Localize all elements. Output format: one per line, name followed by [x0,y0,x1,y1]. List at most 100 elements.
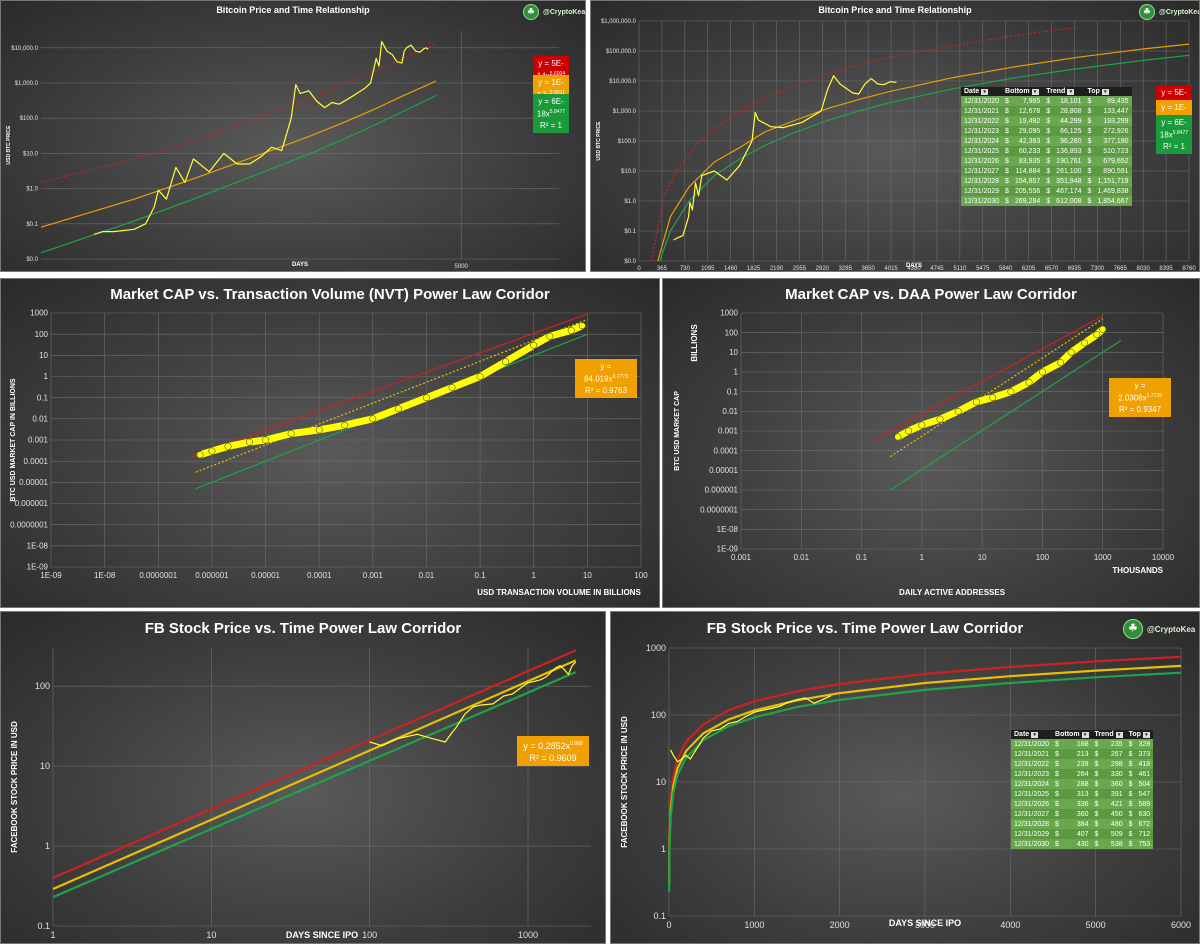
value-cell: 7,965 [1011,96,1044,106]
value-cell: 328 [1135,739,1154,749]
filter-dropdown-icon[interactable]: ▾ [1067,89,1075,95]
btc-projection-table: Date ▾ Bottom ▾ Trend ▾ Top ▾ 12/31/2020 $7,965 $1… [961,87,1132,206]
data-point [546,332,554,340]
currency-cell: $ [1091,839,1104,849]
filter-dropdown-icon[interactable]: ▾ [1031,89,1039,95]
currency-cell: $ [1002,116,1012,126]
currency-cell: $ [1125,739,1136,749]
table-header-cell[interactable]: Trend ▾ [1091,730,1126,739]
date-cell: 12/31/2024 [1011,779,1053,789]
data-point [530,341,538,349]
y-tick-label: 1E-08 [27,542,49,551]
table-header-cell[interactable]: Bottom ▾ [1052,730,1092,739]
value-cell: 133,447 [1094,106,1132,116]
cryptokea-logo-icon: ☘ [1123,619,1143,639]
table-row: 12/31/2025 $313 $391 $547 [1011,789,1154,799]
x-axis-label: DAYS [906,263,922,269]
currency-cell: $ [1043,116,1054,126]
currency-cell: $ [1002,186,1012,196]
daa-chart: 1E-09 1E-08 0.0000001 0.000001 0.00001 0.0001… [674,309,1175,597]
data-point [394,405,402,413]
data-point [196,451,204,459]
value-cell: 450 [1103,809,1126,819]
value-cell: 538 [1103,839,1126,849]
y-tick-label: 0.1 [37,921,50,931]
table-row: 12/31/2024 $288 $360 $504 [1011,779,1154,789]
x-axis-label: USD TRANSACTION VOLUME IN BILLIONS [477,588,641,597]
date-cell: 12/31/2026 [1011,799,1053,809]
x-tick-label: 1000 [518,930,538,940]
y-tick-label: 100 [35,330,49,339]
y-tick-label: $0.1 [624,229,636,235]
x-tick-label: 0.0001 [307,571,332,580]
chart-title: FB Stock Price vs. Time Power Law Corrid… [144,620,462,637]
y-tick-label: 10 [39,351,48,360]
y-tick-label: 0.000001 [15,499,49,508]
y-tick-label: $10.0 [621,169,637,175]
y-tick-label: 1E-08 [717,525,739,534]
value-cell: 29,095 [1011,126,1044,136]
date-cell: 12/31/2029 [961,186,1003,196]
y-tick-label: 10 [40,761,50,771]
filter-dropdown-icon[interactable]: ▾ [1081,732,1089,738]
data-point [448,384,456,392]
table-row: 12/31/2021 $213 $267 $373 [1011,749,1154,759]
x-axis-label: DAYS [292,262,308,268]
currency-cell: $ [1043,156,1054,166]
table-row: 12/31/2023 $264 $330 $461 [1011,769,1154,779]
data-point [287,430,295,438]
filter-dropdown-icon[interactable]: ▾ [1142,732,1150,738]
value-cell: 589 [1135,799,1154,809]
x-tick-label: 100 [362,930,377,940]
fb-linear-chart: 0.1 1 10 100 1000 0 1000 2000 3000 4000 5000 6000 DA… [620,643,1191,930]
filter-dropdown-icon[interactable]: ▾ [1031,732,1039,738]
data-series [196,322,586,459]
y-tick-label: 1E-09 [717,545,739,554]
y-tick-label: 0.01 [722,407,738,416]
currency-cell: $ [1002,146,1012,156]
table-header-cell[interactable]: Top ▾ [1084,87,1132,96]
x-tick-label: 6000 [1171,920,1191,930]
fb-linear-panel: 0.1 1 10 100 1000 0 1000 2000 3000 4000 5000 6000 DA… [610,611,1200,944]
value-cell: 190,761 [1053,156,1085,166]
x-tick-label: 1 [50,930,55,940]
value-cell: 18,101 [1053,96,1085,106]
table-header-cell[interactable]: Top ▾ [1125,730,1154,739]
value-cell: 480 [1103,819,1126,829]
date-cell: 12/31/2024 [961,136,1003,146]
table-row: 12/31/2020 $7,965 $18,101 $89,435 [961,96,1132,106]
currency-cell: $ [1084,176,1095,186]
filter-dropdown-icon[interactable]: ▾ [1115,732,1123,738]
data-point [423,394,430,402]
currency-cell: $ [1043,146,1054,156]
x-tick-label: 2190 [770,266,784,272]
currency-cell: $ [1091,789,1104,799]
y-tick-label: 1E-09 [27,563,49,572]
value-cell: 272,926 [1094,126,1132,136]
currency-cell: $ [1125,799,1136,809]
data-point [972,398,980,406]
y-tick-label: $0.1 [26,222,38,228]
table-header-cell[interactable]: Bottom ▾ [1002,87,1044,96]
filter-dropdown-icon[interactable]: ▾ [1101,89,1109,95]
table-header-cell[interactable]: Date ▾ [1011,730,1053,739]
table-header-cell[interactable]: Trend ▾ [1043,87,1085,96]
data-point [502,358,510,366]
x-tick-label: 4745 [930,266,944,272]
currency-cell: $ [1052,809,1067,819]
date-cell: 12/31/2021 [1011,749,1053,759]
value-cell: 205,556 [1011,186,1044,196]
value-cell: 630 [1135,809,1154,819]
trend-line [52,659,577,891]
table-header-cell[interactable]: Date ▾ [961,87,1003,96]
y-tick-label: $10,000.0 [11,46,38,52]
x-tick-label: 2920 [816,266,830,272]
value-cell: 154,857 [1011,176,1044,186]
x-tick-label: 0.01 [793,553,809,562]
cryptokea-logo-icon: ☘ [523,4,539,20]
currency-cell: $ [1052,779,1067,789]
y-tick-label: 0.0001 [24,457,49,466]
filter-dropdown-icon[interactable]: ▾ [981,89,989,95]
value-cell: 753 [1135,839,1154,849]
currency-cell: $ [1052,759,1067,769]
